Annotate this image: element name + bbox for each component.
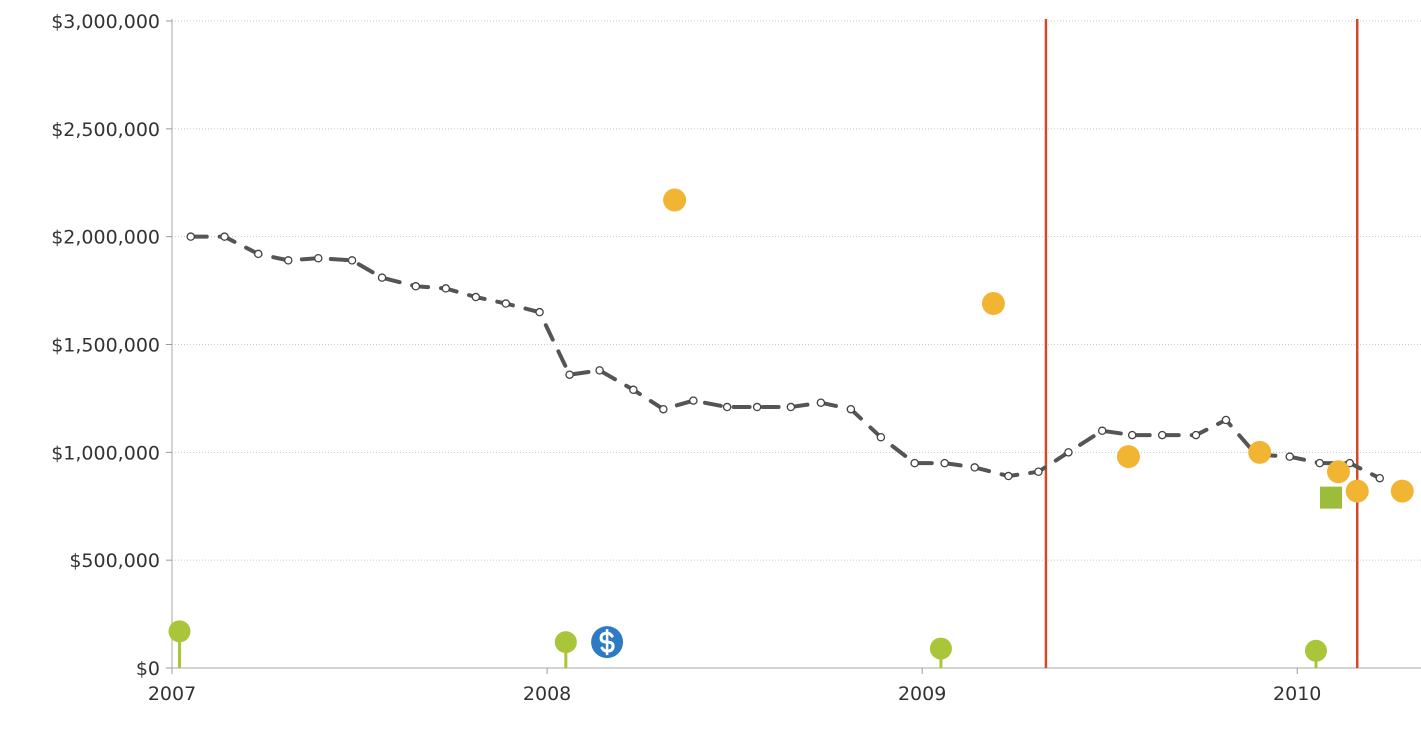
series-point [565, 370, 574, 379]
series-point [284, 256, 293, 265]
series-point [786, 402, 796, 412]
x-tick-label: 2010 [1273, 683, 1321, 705]
series-point [876, 432, 886, 442]
series-point [1034, 467, 1043, 476]
series-point [1375, 473, 1384, 483]
series-point [752, 402, 762, 412]
event-dot [1345, 479, 1369, 503]
series-point [910, 458, 919, 468]
series-point [1345, 458, 1354, 468]
series-point [689, 396, 698, 405]
y-tick-label: $2,000,000 [51, 227, 160, 249]
y-tick-label: $3,000,000 [51, 11, 160, 33]
marker-layer [168, 188, 1414, 668]
series-point [846, 404, 856, 414]
pin-marker-head [929, 637, 952, 660]
series-point [535, 307, 544, 317]
event-dot [1116, 445, 1140, 469]
x-tick-label: 2007 [148, 683, 196, 705]
series-point [411, 282, 421, 291]
series-point [1285, 452, 1294, 461]
y-tick-label: $0 [136, 658, 160, 680]
series-point [501, 299, 511, 308]
series-point [471, 292, 481, 302]
series-point [1191, 430, 1201, 440]
series-point [377, 273, 387, 282]
series-point [220, 232, 229, 241]
series-point [441, 284, 451, 293]
series-point [722, 402, 732, 412]
series-point [595, 366, 604, 375]
y-tick-label: $1,000,000 [51, 442, 160, 464]
y-tick-label: $1,500,000 [51, 335, 160, 357]
y-tick-label: $2,500,000 [51, 119, 160, 141]
y-tick-label: $500,000 [69, 550, 160, 572]
event-dot [1248, 440, 1272, 464]
pin-marker-head [1304, 639, 1327, 662]
grid-layer [172, 20, 1421, 561]
axis-layer: $0 $500,000 $1,000,000 $1,500,000 $2,000,000… [51, 11, 1421, 705]
series-point [659, 404, 668, 414]
x-tick-label: 2009 [898, 683, 946, 705]
series-point [186, 232, 196, 241]
series-point [940, 458, 949, 468]
series-point [1097, 426, 1107, 436]
series-point [629, 385, 638, 395]
series-point [1221, 415, 1231, 425]
series-point [347, 256, 357, 265]
pin-marker-head [554, 631, 577, 654]
series-line [188, 234, 1382, 481]
series-point [1127, 430, 1137, 440]
series-point [1064, 448, 1073, 457]
square-marker [1319, 486, 1342, 509]
series-point [254, 249, 263, 259]
event-dot [981, 292, 1005, 316]
event-dot [1326, 460, 1350, 484]
event-dot [663, 188, 687, 212]
series-point [314, 253, 323, 263]
pin-marker-head [168, 620, 191, 643]
series-point [816, 398, 826, 407]
series-point [970, 463, 979, 472]
series-layer [186, 232, 1384, 483]
event-dot [1390, 479, 1414, 503]
series-point [1315, 458, 1324, 468]
vertical-line-layer [1044, 19, 1359, 668]
x-tick-label: 2008 [523, 683, 571, 705]
series-point [1157, 430, 1167, 440]
series-point [1004, 471, 1013, 481]
